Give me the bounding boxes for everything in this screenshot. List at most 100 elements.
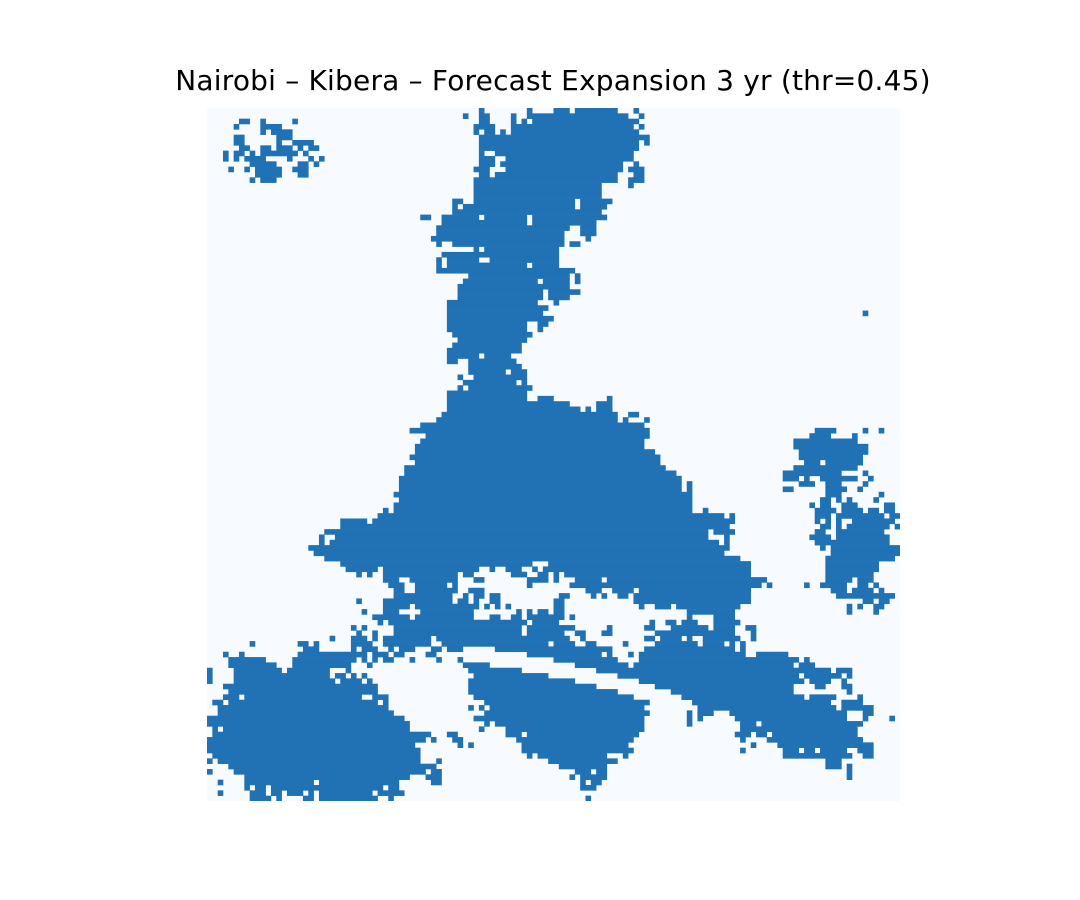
heatmap-cell-run [681,619,698,626]
heatmap-cell-run [297,161,309,167]
heatmap-cell-run [260,129,266,135]
heatmap-cell-run [793,465,858,471]
heatmap-cell-run [441,214,480,221]
heatmap-cell-run [830,550,900,557]
heatmap-cell-run [302,646,320,653]
heatmap-cell-run [478,171,490,178]
heatmap-cell-run [436,635,570,642]
heatmap-cell-run [510,369,528,375]
heatmap-cell-run [414,587,458,594]
heatmap-cell-run [628,182,634,189]
heatmap-cell-run [494,646,613,653]
heatmap-cell-run [516,609,522,615]
heatmap-cell-run [414,459,661,466]
heatmap-cell-run [505,566,522,573]
heatmap-cell-run [446,305,549,311]
heatmap-cell-run [468,273,570,279]
heatmap-cell-run [446,257,480,263]
heatmap-cell-run [729,513,736,519]
heatmap-cell-run [489,598,501,605]
heatmap-cell-run [697,715,704,722]
heatmap-cell-run [207,769,213,775]
heatmap-cell-run [372,630,378,637]
heatmap-cell-run [825,459,863,466]
heatmap-cell-run [377,619,384,626]
heatmap-cell-run [553,657,618,663]
heatmap-cell-run [414,443,645,450]
heatmap-cell-run [516,737,634,743]
heatmap-cell-run [318,539,325,546]
heatmap-cell-run [638,678,805,685]
heatmap-cell-run [473,694,634,701]
heatmap-cell-run [452,241,565,247]
heatmap-cell-run [393,593,453,599]
heatmap-cell-run [233,134,245,141]
heatmap-cell-run [692,699,831,706]
heatmap-cell-run [207,678,213,685]
heatmap-cell-run [382,657,394,663]
heatmap-cell-run [638,113,645,119]
heatmap-cell-run [457,374,464,381]
heatmap-cell-run [846,497,853,503]
heatmap-cell-run [297,651,368,658]
heatmap-cell-run [686,635,693,642]
heatmap-cell-run [473,246,480,253]
heatmap-cell-run [276,134,293,141]
heatmap-cell-run [270,785,384,791]
heatmap-cell-run [836,513,885,519]
heatmap-cell-run [766,737,863,743]
heatmap-cell-run [638,123,645,130]
heatmap-cell-run [628,166,645,173]
heatmap-cell-run [452,198,464,205]
heatmap-cell-run [441,641,549,647]
heatmap-cell-run [846,523,890,530]
heatmap-cell-run [825,491,842,498]
heatmap-cell-run [505,731,522,738]
heatmap-cell-run [500,161,624,167]
heatmap-cell-run [430,737,437,743]
heatmap-cell-run [846,774,853,780]
heatmap-cell-run [782,486,794,493]
heatmap-cell-run [308,155,314,162]
heatmap-cell-run [393,630,522,637]
heatmap-cell-run [249,790,266,796]
heatmap-cell-run [473,598,480,605]
heatmap-cell-run [473,166,490,173]
heatmap-cell-run [820,502,831,509]
heatmap-cell-run [617,593,629,599]
heatmap-cell-run [478,150,485,157]
heatmap-cell-run [654,683,794,690]
heatmap-cell-run [505,155,634,162]
heatmap-cell-run [724,534,730,541]
heatmap-cell-run [628,411,640,418]
heatmap-cell-run [446,358,458,365]
heatmap-cell-run [804,747,816,754]
heatmap-cell-run [446,406,581,413]
heatmap-cell-run [254,171,282,178]
heatmap-cell-run [638,651,746,658]
heatmap-cell-run [228,657,266,663]
heatmap-cell-run [894,523,900,530]
heatmap-cell-run [398,646,416,653]
heatmap-cell-run [222,694,240,701]
heatmap-cell-run [670,625,709,631]
heatmap-cell-run [468,705,474,711]
heatmap-cell-run [382,507,389,514]
heatmap-cell-run [361,609,368,615]
heatmap-cell-run [644,625,656,631]
heatmap-cell-run [350,646,357,653]
heatmap-cell-run [686,481,693,487]
heatmap-cell-run [286,667,330,674]
heatmap-cell-run [580,785,597,791]
heatmap-cell-run [526,630,565,637]
heatmap-cell-run [622,417,629,423]
heatmap-cell-run [804,673,842,679]
heatmap-cell-run [382,609,400,615]
heatmap-cell-run [473,577,485,583]
heatmap-cell-run [862,427,869,434]
heatmap-cell-run [372,614,410,621]
heatmap-cell-run [852,518,895,525]
heatmap-cell-run [473,182,602,189]
heatmap-cell-run [254,166,282,173]
